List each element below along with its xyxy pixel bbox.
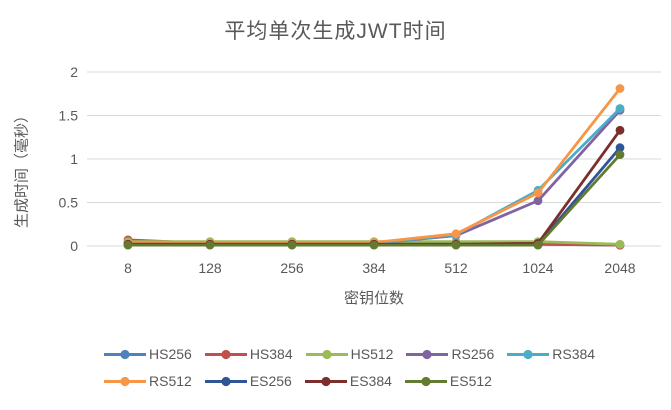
legend-row: RS512 ES256 ES384 ES512 xyxy=(104,373,608,389)
legend-item-hs384[interactable]: HS384 xyxy=(204,346,293,362)
data-point-es512 xyxy=(287,240,297,250)
legend-label: HS512 xyxy=(350,346,394,362)
legend-label: RS512 xyxy=(149,373,192,389)
y-tick-label: 1 xyxy=(70,151,78,167)
data-point-hs512 xyxy=(615,239,625,249)
legend-line-circle-icon xyxy=(304,376,347,386)
legend-line-circle-icon xyxy=(305,349,348,359)
data-point-es512 xyxy=(123,240,133,250)
series-line-rs384 xyxy=(126,107,622,246)
x-tick-label: 256 xyxy=(280,260,304,276)
legend-line-circle-icon xyxy=(104,376,146,386)
legend-item-es384[interactable]: ES384 xyxy=(304,373,392,389)
data-point-rs512 xyxy=(533,188,543,198)
legend-item-rs256[interactable]: RS256 xyxy=(406,346,494,362)
x-tick-label: 2048 xyxy=(604,260,635,276)
legend-line-circle-icon xyxy=(204,349,247,359)
chart-title: 平均单次生成JWT时间 xyxy=(224,20,447,43)
series-line-es384 xyxy=(126,128,622,246)
x-tick-label: 512 xyxy=(444,260,468,276)
legend-label: ES512 xyxy=(449,373,492,389)
legend-line-circle-icon xyxy=(406,349,449,359)
y-tick-label: 2 xyxy=(70,64,78,80)
legend-label: RS384 xyxy=(552,346,596,362)
legend-item-rs512[interactable]: RS512 xyxy=(104,373,192,389)
legend-line-circle-icon xyxy=(204,376,247,386)
data-point-es512 xyxy=(533,240,543,250)
x-tick-label: 8 xyxy=(124,260,132,276)
x-tick-label: 1024 xyxy=(522,260,553,276)
x-tick-label: 128 xyxy=(198,260,222,276)
legend: HS256 HS384 HS512 RS256 RS384 RS512 ES256 ES384… xyxy=(104,346,608,400)
legend-item-hs512[interactable]: HS512 xyxy=(305,346,394,362)
series-line-rs256 xyxy=(126,108,622,246)
data-point-rs512 xyxy=(615,84,625,93)
data-point-rs256 xyxy=(533,196,543,206)
legend-item-hs256[interactable]: HS256 xyxy=(104,346,192,362)
legend-item-rs384[interactable]: RS384 xyxy=(507,346,595,362)
data-point-rs512 xyxy=(451,229,461,239)
data-point-es512 xyxy=(451,240,461,250)
data-point-es512 xyxy=(369,240,379,250)
legend-line-circle-icon xyxy=(507,349,550,359)
data-point-es512 xyxy=(205,240,215,250)
data-point-es384 xyxy=(615,125,625,135)
plot-area: 0 0.5 1 1.5 2 8 128 256 384 512 1024 2048 xyxy=(59,64,661,276)
data-point-es512 xyxy=(615,150,625,160)
legend-row: HS256 HS384 HS512 RS256 RS384 xyxy=(104,346,608,362)
legend-label: ES384 xyxy=(349,373,392,389)
y-tick-label: 1.5 xyxy=(59,108,79,124)
y-tick-label: 0.5 xyxy=(59,195,79,211)
data-point-es256 xyxy=(615,143,625,153)
legend-label: RS256 xyxy=(451,346,495,362)
legend-line-circle-icon xyxy=(104,349,146,359)
x-axis-title: 密钥位数 xyxy=(343,290,404,307)
legend-label: HS256 xyxy=(149,346,192,362)
data-point-rs384 xyxy=(615,104,625,113)
x-tick-label: 384 xyxy=(362,260,386,276)
legend-item-es256[interactable]: ES256 xyxy=(204,373,292,389)
legend-line-circle-icon xyxy=(404,376,447,386)
legend-label: HS384 xyxy=(249,346,293,362)
legend-label: ES256 xyxy=(249,373,292,389)
series-line-rs512 xyxy=(126,87,622,245)
legend-item-es512[interactable]: ES512 xyxy=(404,373,492,389)
y-tick-label: 0 xyxy=(70,238,78,254)
